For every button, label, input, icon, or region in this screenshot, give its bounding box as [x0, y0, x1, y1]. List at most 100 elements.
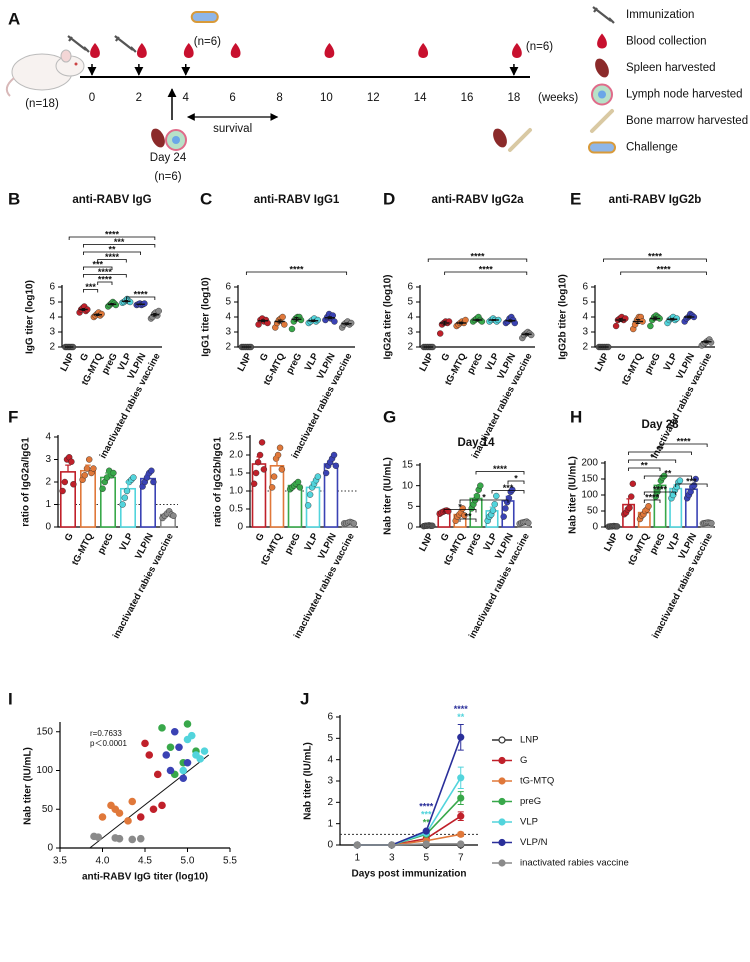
data-point [264, 319, 271, 327]
y-tick-label: 100 [581, 490, 598, 501]
data-point [81, 472, 89, 479]
y-axis-label: IgG titer (log10) [25, 280, 36, 354]
error-bar [618, 318, 623, 322]
data-point [128, 797, 137, 806]
category-label: G [63, 531, 76, 543]
error-bar [256, 456, 262, 464]
y-axis-label: ratio of IgG2b/IgG1 [213, 437, 224, 527]
week-label: 16 [461, 92, 474, 104]
legend-label: Lymph node harvested [626, 89, 743, 101]
data-point [170, 512, 177, 519]
error-bar [277, 319, 282, 324]
significance-bracket [507, 480, 525, 484]
data-point [175, 743, 183, 752]
error-bar [165, 512, 171, 515]
error-bar [294, 316, 299, 322]
y-tick-label: 0 [407, 522, 413, 533]
data-point [288, 325, 296, 333]
panel-label: D [383, 189, 395, 208]
significance-label: **** [98, 267, 113, 277]
data-point [511, 319, 518, 327]
error-bar [524, 332, 529, 336]
y-tick-label: 0 [237, 522, 243, 533]
significance-label: **** [419, 801, 434, 811]
data-point [281, 321, 288, 328]
panel-label: C [200, 189, 212, 208]
significance-label: ** [664, 468, 672, 478]
y-axis-label: IgG1 titer (log10) [201, 277, 212, 356]
data-point [437, 330, 444, 337]
data-point [276, 444, 284, 451]
category-label: G [439, 531, 452, 543]
mouse-count: (n=18) [25, 98, 59, 110]
significance-label: *** [85, 282, 96, 292]
legend-label: tG-MTQ [520, 776, 554, 787]
legend-marker [498, 818, 506, 826]
data-point [612, 322, 620, 330]
significance-label: **** [493, 464, 508, 474]
data-point [493, 492, 500, 500]
data-point [150, 478, 157, 486]
annotation: r=0.7633 [90, 729, 122, 738]
error-bar [96, 313, 100, 316]
data-point [187, 731, 196, 740]
error-bar [328, 459, 334, 464]
y-tick-label: 0 [45, 522, 51, 533]
week-label: 18 [508, 92, 521, 104]
series-line [357, 843, 461, 846]
data-point [350, 520, 358, 527]
significance-bracket [83, 274, 127, 278]
week-label: 14 [414, 92, 427, 104]
x-tick-label: 5.0 [181, 856, 195, 867]
panel-label: B [8, 189, 20, 208]
y-tick-label: 3 [49, 327, 55, 338]
data-point [279, 313, 286, 321]
data-point [297, 316, 305, 324]
legend-label: inactivated rabies vaccine [520, 858, 629, 869]
data-point [353, 841, 361, 849]
y-axis-label: Nab titer (IU/mL) [383, 457, 394, 535]
significance-bracket [444, 271, 528, 275]
x-tick-label: 4.0 [96, 856, 110, 867]
error-bar [508, 319, 513, 323]
data-point [110, 469, 117, 477]
data-point [179, 766, 188, 775]
data-point [98, 813, 107, 821]
error-bar [261, 319, 266, 323]
y-tick-label: 5 [582, 297, 588, 308]
y-tick-label: 2 [327, 797, 333, 808]
data-point [629, 480, 637, 487]
challenge-count: (n=6) [194, 36, 221, 48]
error-bar [274, 456, 280, 466]
mouse-illustration [5, 49, 85, 97]
data-point [473, 492, 481, 500]
data-point [525, 519, 532, 527]
bone-icon [590, 109, 614, 133]
data-point [59, 487, 66, 495]
data-point [457, 840, 465, 848]
blood-drop-icon [597, 33, 607, 49]
week-label: 6 [229, 92, 235, 104]
data-point [119, 501, 126, 508]
legend-label: VLP/N [520, 837, 548, 848]
data-point [260, 466, 268, 473]
data-point [462, 316, 469, 324]
legend-label: Challenge [626, 142, 678, 154]
y-tick-label: 5 [49, 297, 55, 308]
data-point [258, 439, 266, 446]
significance-label: ** [108, 244, 116, 254]
data-point [98, 310, 105, 318]
x-tick-label: 3.5 [53, 856, 67, 867]
error-bar [65, 464, 71, 472]
legend-marker [498, 859, 506, 867]
error-bar [310, 481, 316, 488]
data-point [124, 817, 132, 825]
data-point [656, 483, 663, 491]
data-point [673, 315, 680, 322]
significance-label: **** [648, 251, 663, 261]
endpoint-count: (n=6) [526, 41, 553, 53]
data-point [676, 477, 684, 484]
significance-bracket [675, 483, 708, 487]
category-label: G [258, 351, 271, 363]
